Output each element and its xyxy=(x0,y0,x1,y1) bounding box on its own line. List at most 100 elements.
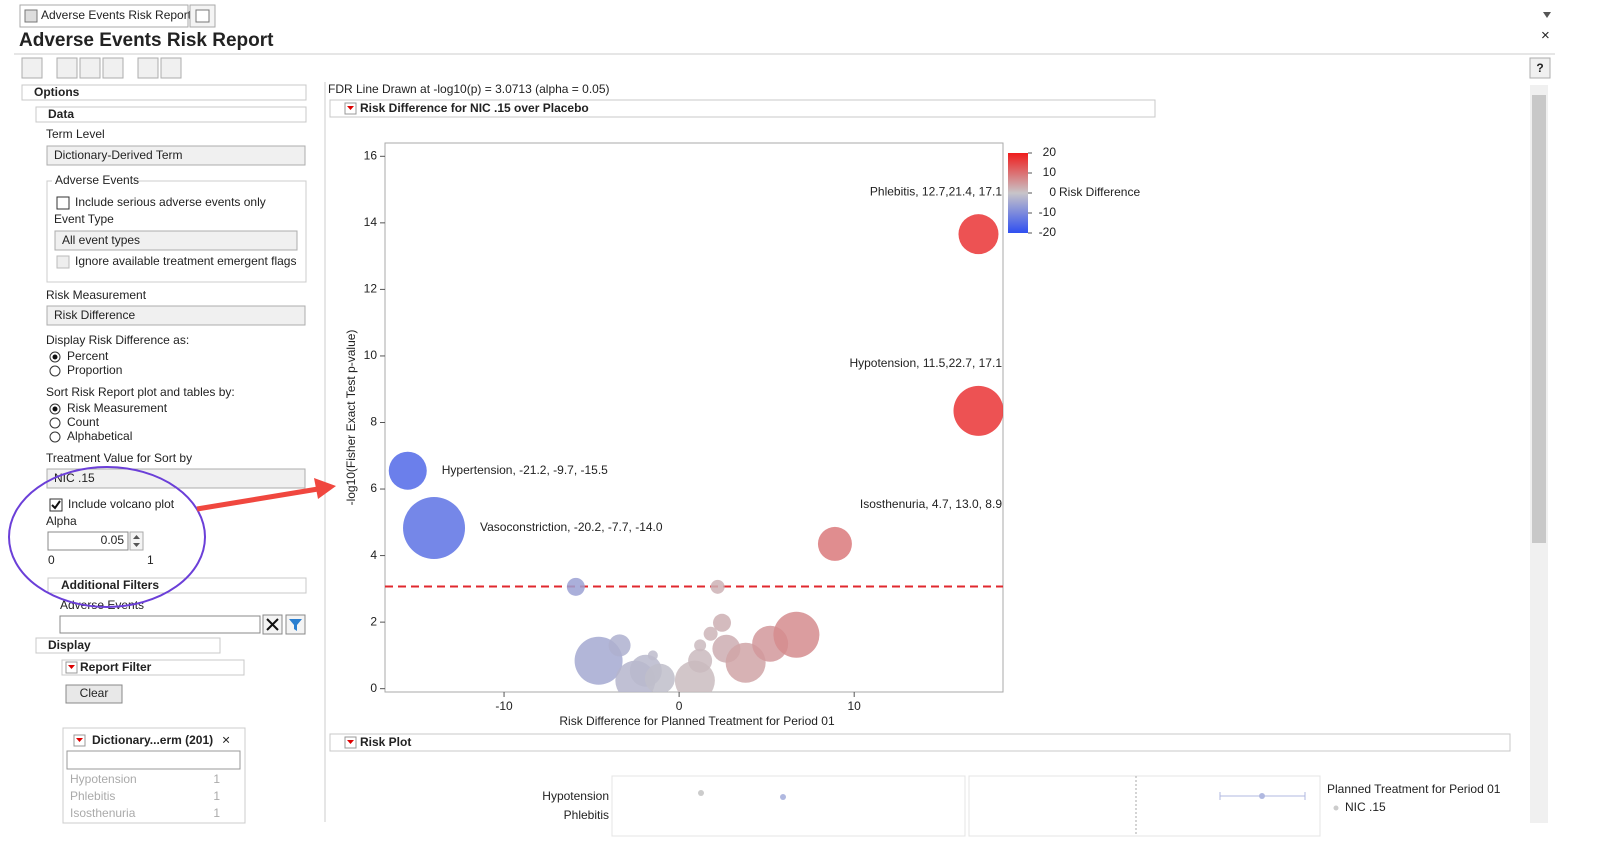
menu-arrow[interactable] xyxy=(1543,12,1551,18)
outline-title: Report Filter xyxy=(80,660,152,674)
y-tick-label: 10 xyxy=(364,348,378,362)
tool-button[interactable] xyxy=(137,57,159,79)
red-triangle xyxy=(347,740,354,744)
outline-header[interactable] xyxy=(35,106,307,123)
outline-header[interactable] xyxy=(61,659,245,676)
group-box xyxy=(46,180,307,283)
bubble xyxy=(703,626,718,641)
clear-icon xyxy=(266,618,279,631)
radio-button[interactable] xyxy=(49,365,61,377)
red-triangle xyxy=(76,738,83,742)
field-label: Term Level xyxy=(46,127,105,141)
filter-item[interactable]: Isosthenuria xyxy=(70,806,136,820)
legend-item: NIC .15 xyxy=(1345,800,1386,814)
tool-button[interactable] xyxy=(21,57,43,79)
dropdown-value: Dictionary-Derived Term xyxy=(54,148,182,162)
tool-button[interactable] xyxy=(160,57,182,79)
outline-title: Display xyxy=(48,638,91,652)
tab-label[interactable]: Adverse Events Risk Report xyxy=(41,8,192,22)
y-tick-label: 0 xyxy=(370,681,377,695)
colorbar-tick-label: -10 xyxy=(1039,205,1057,219)
outline-header[interactable] xyxy=(329,733,1511,752)
annotation-ellipse xyxy=(8,466,206,608)
filter-item[interactable]: Phlebitis xyxy=(70,789,115,803)
y-tick-label: 6 xyxy=(370,481,377,495)
text-input[interactable] xyxy=(59,615,261,634)
legend-title: Planned Treatment for Period 01 xyxy=(1327,782,1501,796)
checkbox-label: Ignore available treatment emergent flag… xyxy=(75,254,296,268)
radio-label[interactable]: Proportion xyxy=(67,363,122,377)
dropdown-value: All event types xyxy=(62,233,140,247)
filter-panel xyxy=(62,727,246,824)
radio-button[interactable] xyxy=(49,431,61,443)
legend-marker xyxy=(1333,805,1339,811)
filter-item[interactable]: Hypotension xyxy=(70,772,137,786)
button-label[interactable]: Clear xyxy=(80,686,109,700)
dropdown[interactable] xyxy=(54,230,298,251)
y-tick-label: 14 xyxy=(364,215,378,229)
filter-list: Hypotension 1 Phlebitis 1 Isosthenuria 1 xyxy=(70,772,220,820)
checkbox-label[interactable]: Include serious adverse events only xyxy=(75,195,266,209)
outline-title: Options xyxy=(34,85,80,99)
x-tick-label: 10 xyxy=(848,699,862,713)
spinner[interactable] xyxy=(129,531,144,551)
scroll-thumb[interactable] xyxy=(1532,95,1546,543)
spinner-arrows xyxy=(133,535,140,547)
bubble xyxy=(647,650,658,661)
radio-label[interactable]: Percent xyxy=(67,349,109,363)
close-button[interactable]: × xyxy=(1541,27,1550,44)
radio-label[interactable]: Risk Measurement xyxy=(67,401,168,415)
field-label: Treatment Value for Sort by xyxy=(46,451,192,465)
checkbox[interactable] xyxy=(56,196,70,210)
y-tick-label: 4 xyxy=(370,548,377,562)
radio-label[interactable]: Alphabetical xyxy=(67,429,132,443)
outline-title: Data xyxy=(48,107,74,121)
bubble xyxy=(710,579,725,594)
row-label: Hypotension xyxy=(542,789,609,803)
radio-button[interactable] xyxy=(49,417,61,429)
x-tick-label: -10 xyxy=(495,699,513,713)
slider-min: 0 xyxy=(48,553,55,567)
outline-header[interactable] xyxy=(35,637,221,654)
field-label: Event Type xyxy=(54,212,114,226)
tool-button[interactable] xyxy=(102,57,124,79)
red-triangle xyxy=(68,665,75,669)
point-label: Vasoconstriction, -20.2, -7.7, -14.0 xyxy=(480,520,663,534)
outline-header[interactable] xyxy=(329,99,1156,118)
outline-header[interactable] xyxy=(21,84,307,101)
tab[interactable] xyxy=(19,4,189,28)
help-button[interactable] xyxy=(1529,57,1551,79)
tool-button[interactable] xyxy=(56,57,78,79)
search-box[interactable] xyxy=(66,750,241,770)
colorbar-tick-label: -20 xyxy=(1039,225,1057,239)
y-axis-label: -log10(Fisher Exact Test p-value) xyxy=(344,330,358,506)
outline-title: Risk Plot xyxy=(360,735,411,749)
number-input[interactable] xyxy=(47,531,129,551)
annotation-arrow xyxy=(196,486,319,512)
dropdown[interactable] xyxy=(46,305,306,326)
group-legend-bg xyxy=(52,174,134,188)
help-label[interactable]: ? xyxy=(1536,61,1543,75)
group-legend: Adverse Events xyxy=(55,173,139,187)
colorbar-tick-label: 0 xyxy=(1049,185,1056,199)
field-label: Alpha xyxy=(46,514,77,528)
radio-dot xyxy=(52,354,58,360)
y-tick-label: 12 xyxy=(364,282,378,296)
outline-title: Additional Filters xyxy=(61,578,159,592)
colorbar-title: Risk Difference xyxy=(1059,185,1140,199)
risk-plot-frame xyxy=(968,775,1321,837)
bubble xyxy=(566,577,585,596)
bubble xyxy=(713,613,732,632)
tool-button[interactable] xyxy=(79,57,101,79)
checkbox-label[interactable]: Include volcano plot xyxy=(68,497,175,511)
filter-close[interactable]: × xyxy=(222,732,230,748)
bubble xyxy=(817,526,852,561)
radio-label[interactable]: Count xyxy=(67,415,100,429)
plot-frame xyxy=(384,142,1004,693)
bubble xyxy=(688,648,713,673)
bubble xyxy=(958,214,999,255)
dropdown[interactable] xyxy=(46,145,306,166)
colorbar-tick-label: 10 xyxy=(1043,165,1057,179)
button[interactable] xyxy=(65,684,123,704)
